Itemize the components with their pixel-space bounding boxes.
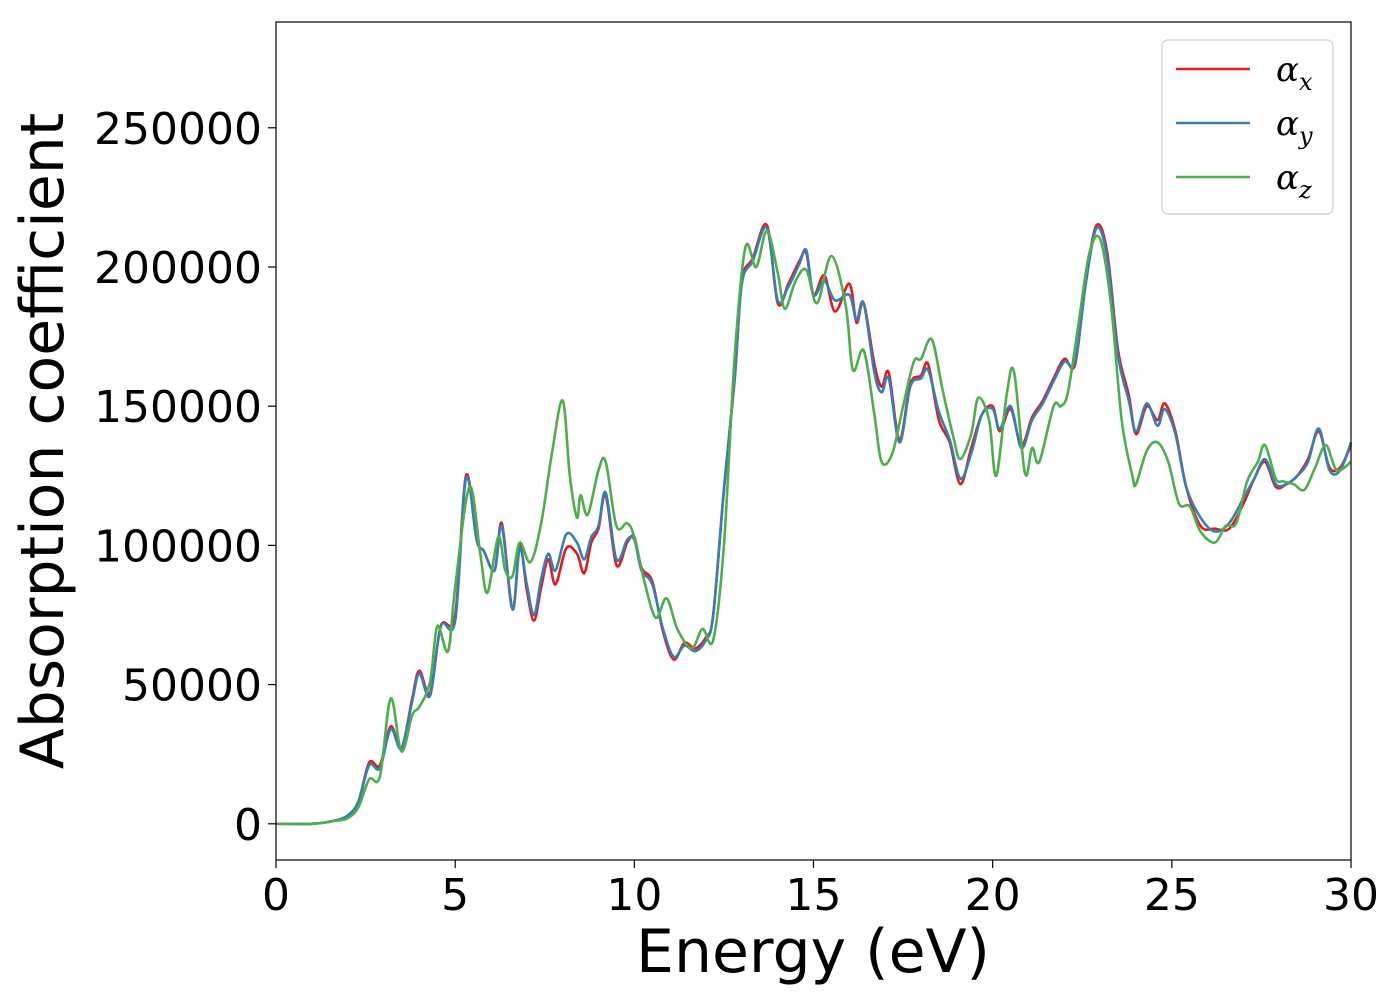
x-axis-title: Energy (eV): [636, 917, 990, 987]
legend-label-y: αy: [1276, 104, 1313, 150]
y-tick-label: 250000: [94, 104, 262, 155]
series-line-y: [275, 225, 1353, 826]
y-tick-label: 150000: [94, 382, 262, 433]
x-tick-label: 15: [786, 870, 842, 921]
y-tick-label: 50000: [122, 661, 262, 712]
x-tick-label: 30: [1323, 870, 1379, 921]
y-axis-title: Absorption coefficient: [8, 113, 78, 770]
y-tick-label: 0: [234, 800, 262, 851]
legend-box: [1161, 39, 1334, 215]
series-line-z: [275, 229, 1352, 826]
x-axis-ticks: 0 5 10 15 20 25 30: [262, 860, 1379, 921]
y-tick-label: 200000: [94, 243, 262, 294]
x-tick-label: 10: [606, 870, 662, 921]
x-tick-label: 20: [965, 870, 1021, 921]
series-layer: [275, 222, 1353, 826]
y-tick-label: 100000: [94, 521, 262, 572]
y-axis-ticks: 0 50000 100000 150000 200000 250000: [94, 104, 276, 851]
legend: αx αy αz: [1161, 39, 1334, 215]
x-tick-label: 5: [441, 870, 469, 921]
legend-label-x: αx: [1276, 50, 1313, 96]
x-tick-label: 0: [262, 870, 290, 921]
x-tick-label: 25: [1144, 870, 1200, 921]
legend-label-z: αz: [1276, 158, 1312, 204]
